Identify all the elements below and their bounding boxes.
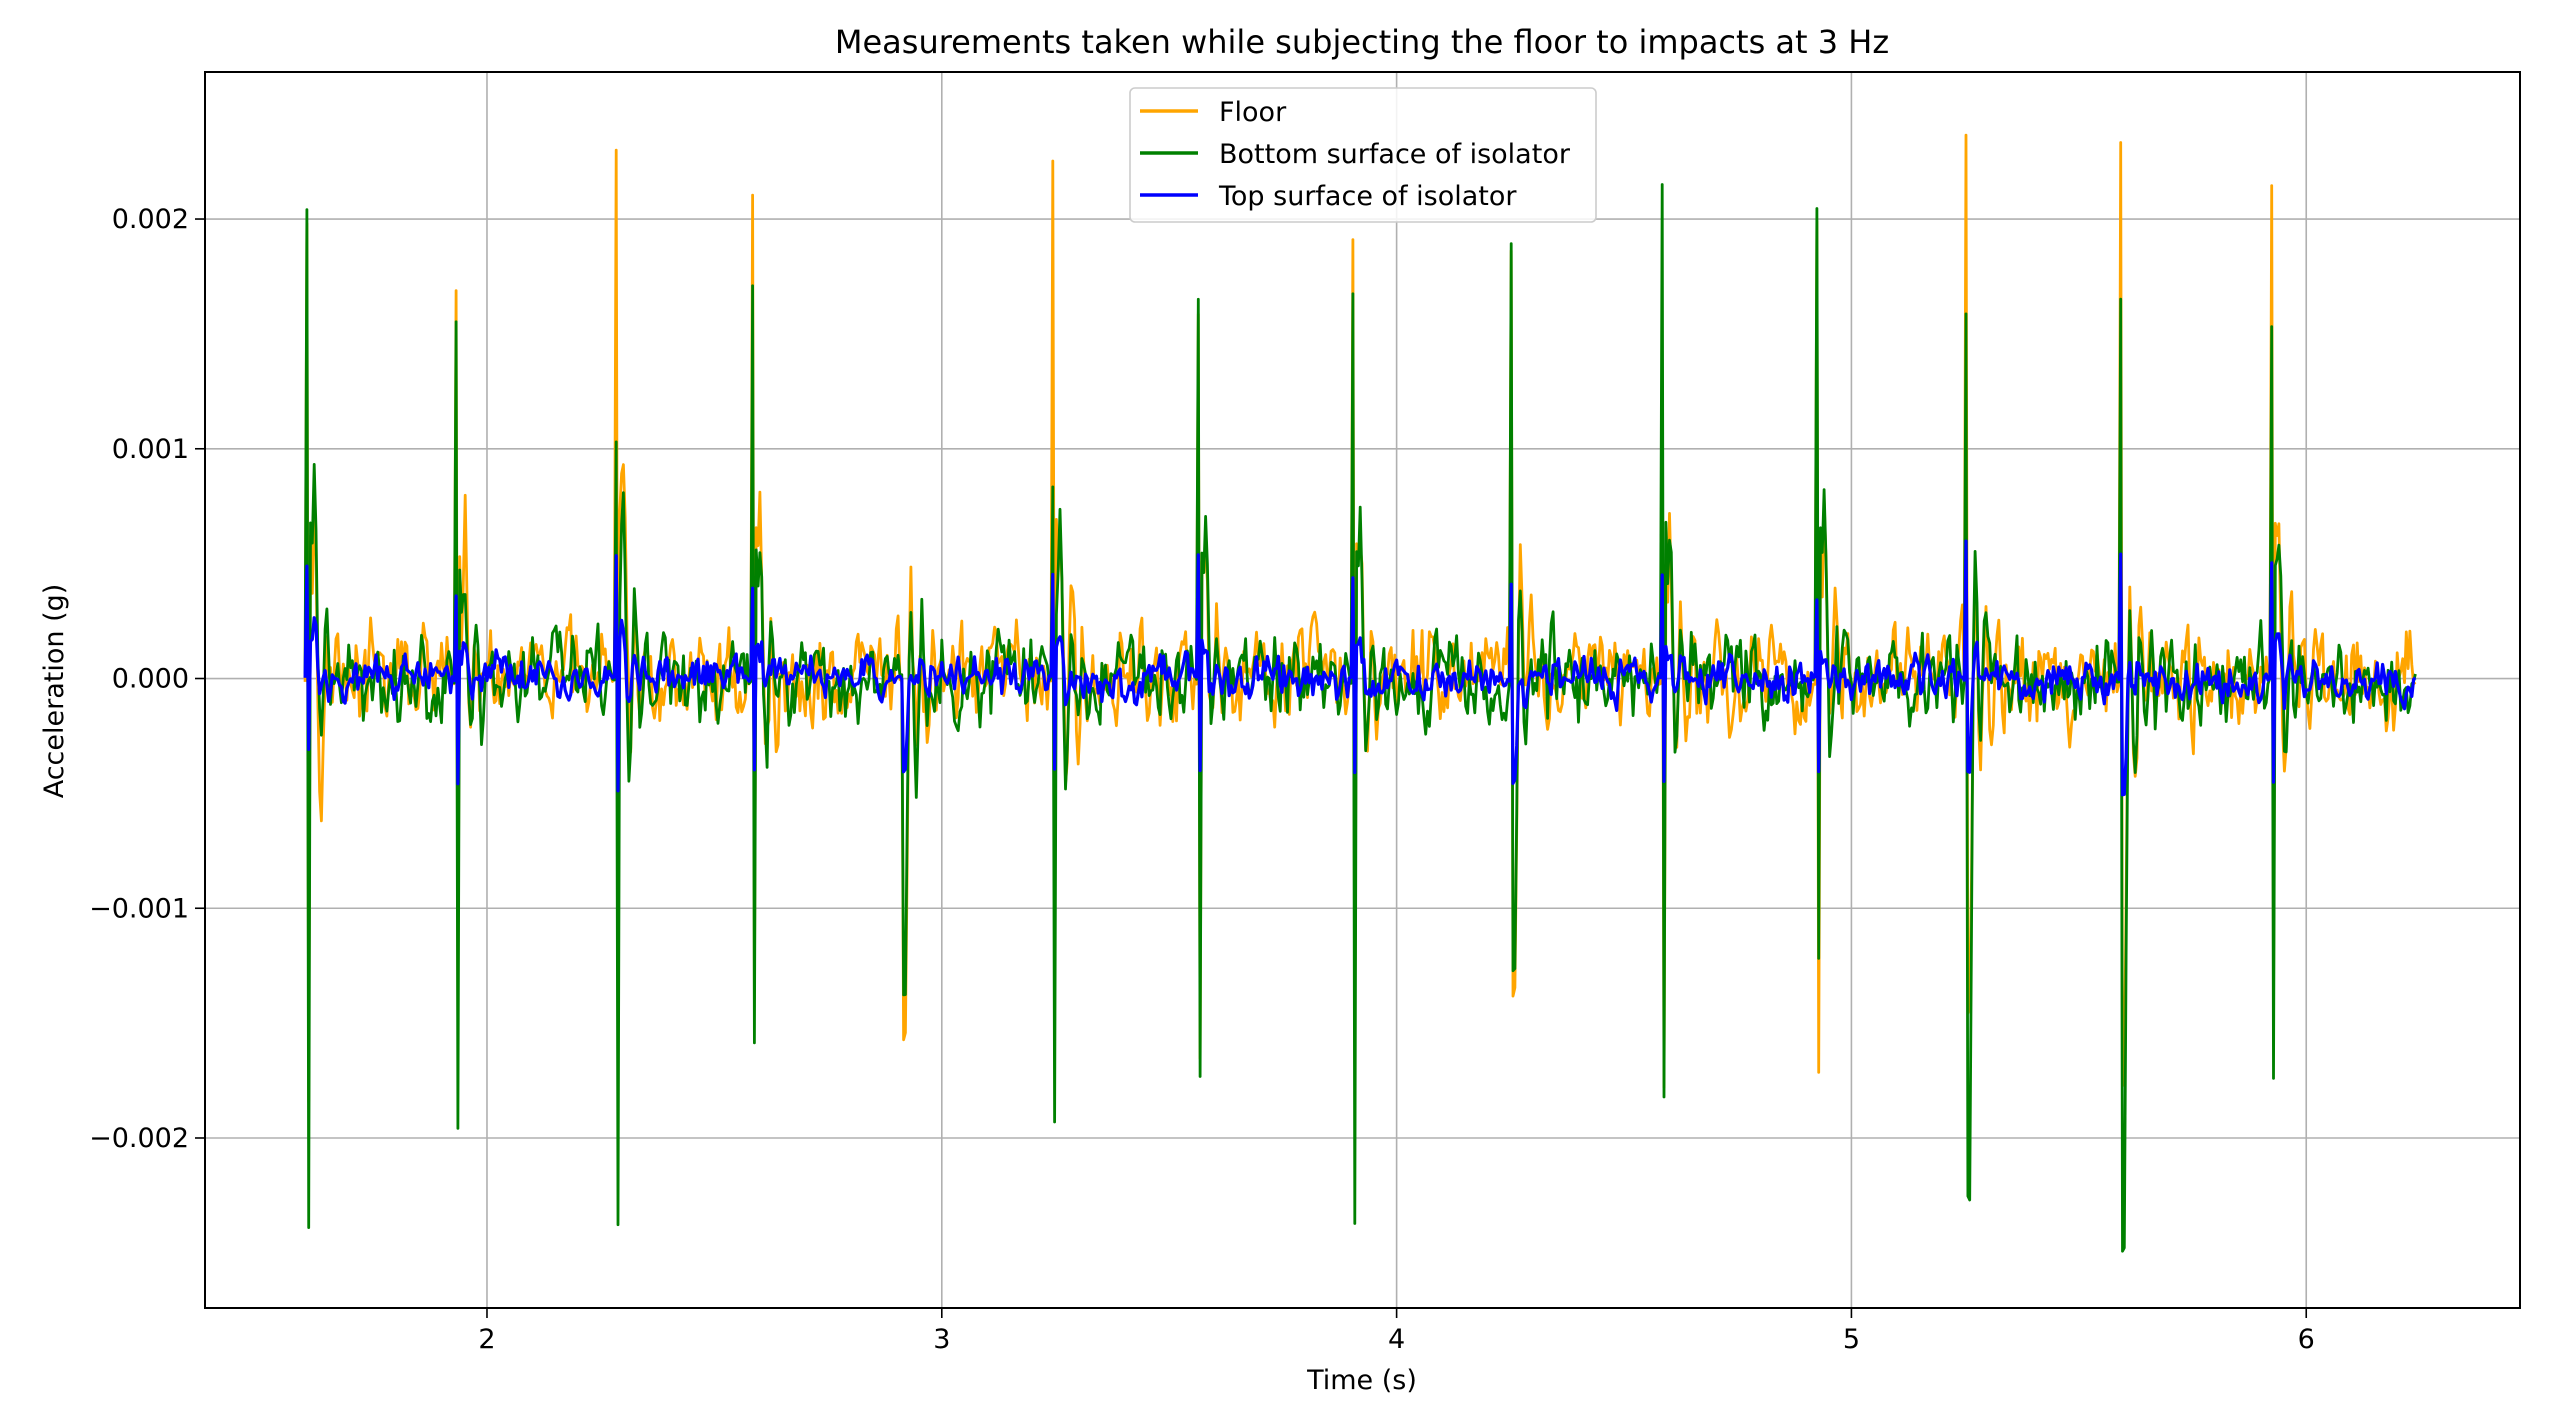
plot-frame	[204, 71, 2521, 1309]
x-tick-label: 5	[1843, 1324, 1860, 1355]
legend-box	[1129, 87, 1597, 223]
x-tick-label: 2	[478, 1324, 495, 1355]
y-tick-label: 0.001	[112, 434, 189, 465]
axis-ticks: 2 3 4 5 6 −0.002 −0.001 0.000 0.001 0.002	[89, 204, 2315, 1355]
series-line-3	[303, 539, 2417, 797]
x-tick-label: 3	[933, 1324, 950, 1355]
series-lines	[303, 133, 2417, 1253]
x-axis-title: Time (s)	[1306, 1365, 1417, 1396]
y-tick-label: −0.001	[89, 893, 189, 924]
x-tick-label: 4	[1388, 1324, 1405, 1355]
legend-label: Bottom surface of isolator	[1219, 139, 1571, 170]
chart-title: Measurements taken while subjecting the …	[835, 23, 1889, 61]
y-tick-label: 0.000	[112, 664, 189, 695]
series-line-2	[303, 183, 2417, 1253]
legend: Floor Bottom surface of isolator Top surfa…	[1129, 87, 1597, 223]
x-tick-label: 6	[2298, 1324, 2315, 1355]
y-axis-title: Acceleration (g)	[39, 584, 70, 799]
y-tick-label: 0.002	[112, 204, 189, 235]
legend-label: Top surface of isolator	[1218, 181, 1517, 212]
y-tick-label: −0.002	[89, 1123, 189, 1154]
legend-label: Floor	[1219, 97, 1287, 128]
